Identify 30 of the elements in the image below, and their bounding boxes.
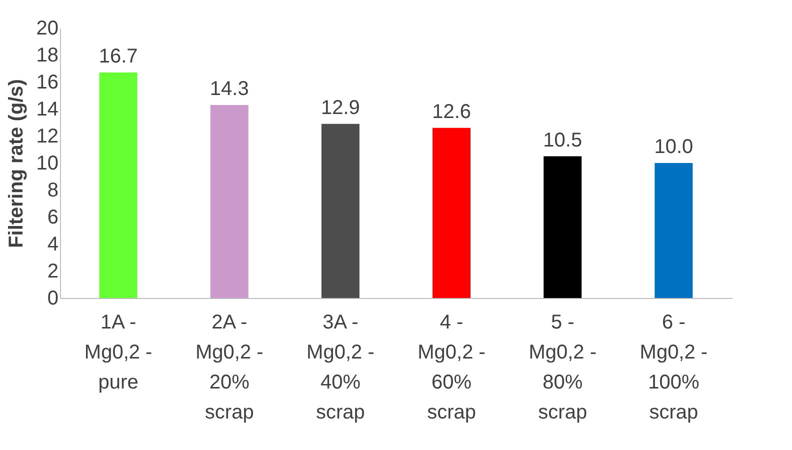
y-tick-label: 18 [36, 44, 58, 66]
bar [544, 156, 582, 298]
bar [654, 163, 693, 298]
y-tick-label: 6 [47, 206, 58, 228]
x-tick-label: 1A - Mg0,2 - pure [84, 312, 152, 394]
data-label: 16.7 [98, 46, 138, 68]
bar [321, 124, 360, 298]
y-tick-label: 20 [36, 18, 58, 40]
y-tick-label: 4 [47, 234, 58, 256]
x-tick-label: 3A - Mg0,2 - 40% scrap [306, 312, 374, 424]
y-tick-label: 0 [47, 288, 58, 310]
y-tick-label: 16 [36, 72, 58, 94]
y-tick-label: 14 [36, 98, 58, 120]
y-tick-label: 12 [36, 126, 58, 148]
y-axis-title: Filtering rate (g/s) [5, 79, 28, 248]
bar [432, 128, 471, 298]
x-tick-label: 5 - Mg0,2 - 80% scrap [528, 312, 597, 424]
x-tick-label: 4 - Mg0,2 - 60% scrap [418, 312, 486, 424]
bar [210, 104, 248, 298]
y-tick-label: 10 [36, 152, 58, 174]
data-label: 10.5 [543, 129, 582, 152]
data-label: 14.3 [210, 78, 249, 100]
data-label: 10.0 [654, 136, 694, 158]
x-tick-label: 2A - Mg0,2 - 20% scrap [195, 312, 264, 424]
y-tick-label: 2 [47, 260, 58, 282]
x-tick-label: 6 - Mg0,2 - 100% scrap [640, 312, 708, 424]
data-label: 12.9 [320, 96, 360, 119]
data-label: 12.6 [432, 100, 472, 123]
bar [99, 72, 138, 298]
y-tick-label: 8 [47, 180, 58, 202]
